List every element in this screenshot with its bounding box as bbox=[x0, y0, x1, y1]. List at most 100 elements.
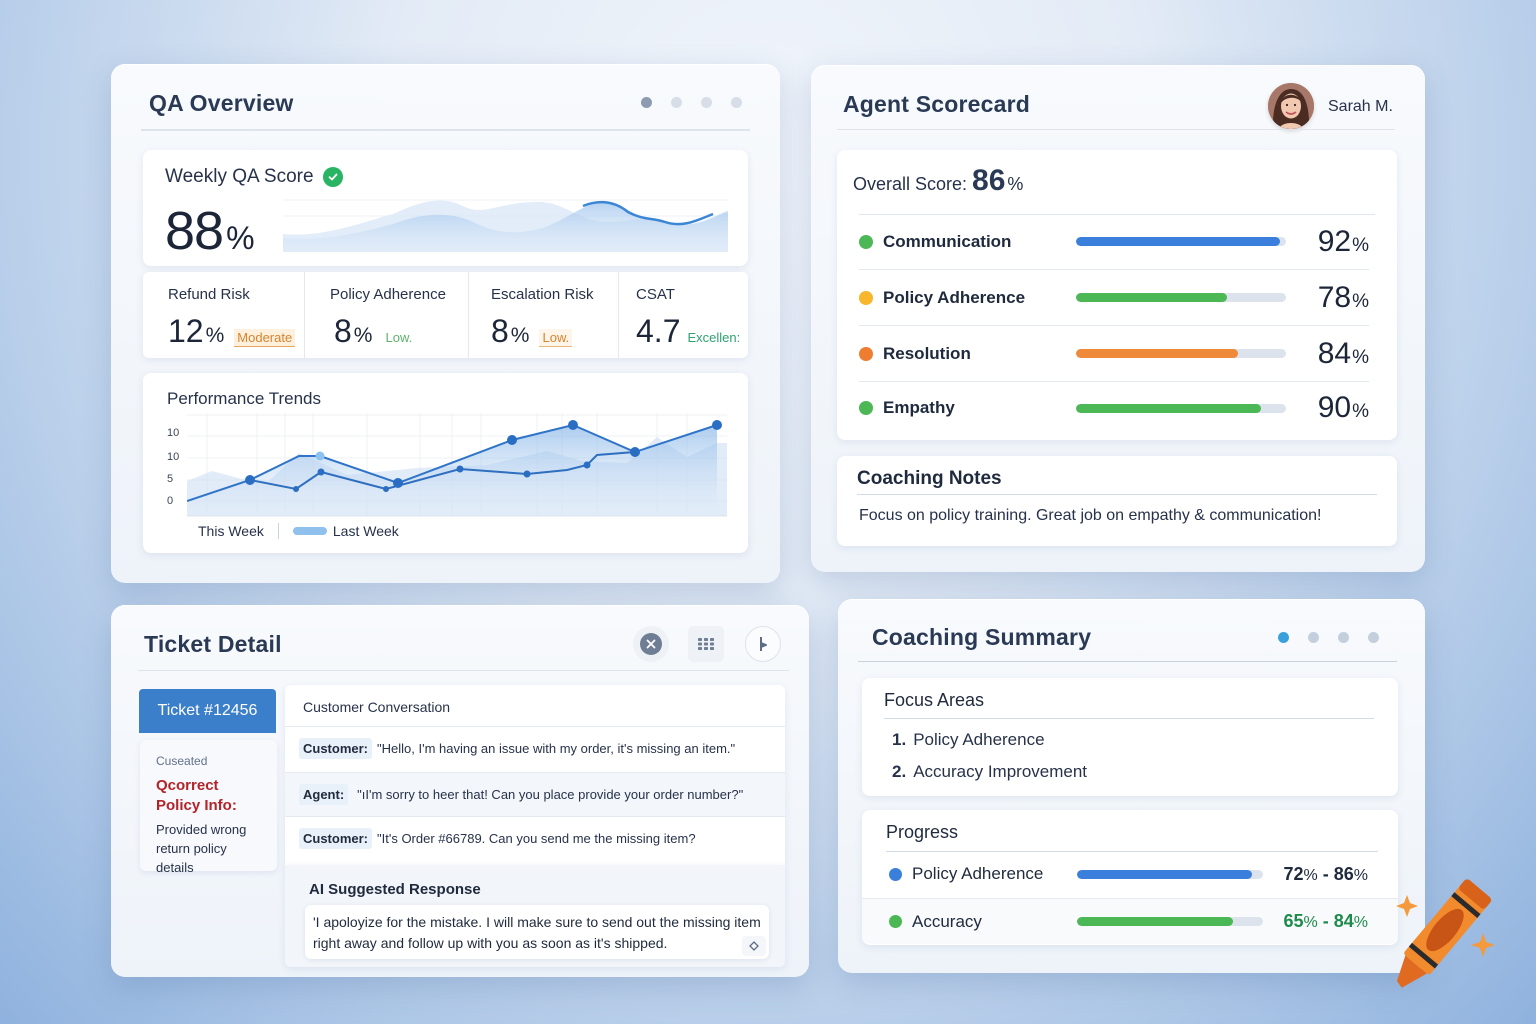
progress-bar bbox=[1076, 349, 1286, 358]
coaching-notes-text: Focus on policy training. Great job on e… bbox=[859, 507, 1322, 524]
weekly-score-sparkline bbox=[283, 199, 728, 252]
progress-row-accuracy[interactable]: Accuracy 65% - 84% bbox=[862, 898, 1398, 944]
performance-trends-card: Performance Trends 10 10 5 0 bbox=[143, 373, 748, 553]
message-text: "ıI'm sorry to heer that! Can you place … bbox=[357, 787, 744, 802]
status-dot-icon bbox=[889, 915, 902, 928]
chart-title: Performance Trends bbox=[167, 389, 322, 408]
progress-row-policy-adherence[interactable]: Policy Adherence 72% - 86% bbox=[862, 851, 1398, 897]
score-row-policy-adherence[interactable]: Policy Adherence 78% bbox=[859, 270, 1369, 326]
legend-separator bbox=[277, 523, 279, 539]
status-badge: Moderate bbox=[234, 329, 296, 347]
agent-scorecard-panel: Agent Scorecard Sarah M. Overall Score: … bbox=[811, 65, 1425, 572]
flag-icon bbox=[760, 637, 767, 651]
chart-legend: This Week Last Week bbox=[198, 523, 399, 539]
issue-title: Qcorrect Policy Info: bbox=[156, 777, 237, 814]
metric-csat[interactable]: CSAT 4.7 Excellen: bbox=[619, 272, 748, 358]
pager-dots bbox=[641, 97, 742, 108]
close-icon bbox=[640, 633, 662, 655]
score-row-communication[interactable]: Communication 92% bbox=[859, 214, 1369, 270]
panel-title: Ticket Detail bbox=[144, 631, 282, 657]
progress-card: Progress Policy Adherence 72% - 86% Accu… bbox=[862, 810, 1398, 945]
legend-swatch-icon bbox=[292, 527, 327, 535]
customer-conversation-card: Customer Conversation Customer: "Hello, … bbox=[285, 685, 785, 865]
status-badge: Excellen: bbox=[687, 330, 741, 345]
pager-dots bbox=[1278, 632, 1379, 643]
progress-bar bbox=[1077, 869, 1263, 879]
focus-areas-card: Focus Areas 1. Policy Adherence 2. Accurac… bbox=[862, 678, 1398, 796]
coaching-summary-panel: Coaching Summary Focus Areas 1. Policy Ad… bbox=[838, 599, 1425, 973]
message-text: "Hello, I'm having an issue with my orde… bbox=[377, 741, 736, 756]
avatar[interactable] bbox=[1268, 83, 1314, 129]
overall-score: Overall Score: 86% bbox=[853, 164, 1024, 197]
divider bbox=[138, 670, 789, 671]
coaching-notes-card: Coaching Notes Focus on policy training.… bbox=[837, 456, 1397, 546]
copy-icon bbox=[749, 941, 759, 951]
status-dot-icon bbox=[889, 867, 902, 881]
close-button[interactable] bbox=[633, 626, 669, 662]
legend-this-week[interactable]: This Week bbox=[198, 523, 264, 539]
flag-button[interactable] bbox=[745, 626, 781, 662]
progress-bar bbox=[1076, 237, 1286, 246]
grid-view-button[interactable] bbox=[688, 626, 724, 662]
weekly-qa-score-card: Weekly QA Score 88% bbox=[143, 150, 748, 266]
issue-card[interactable]: Cuseated Qcorrect Policy Info: Provided … bbox=[140, 740, 277, 875]
message-text: "It's Order #66789. Can you send me the … bbox=[377, 831, 696, 846]
progress-title: Progress bbox=[886, 822, 959, 842]
message-row: Customer: "It's Order #66789. Can you se… bbox=[285, 816, 785, 860]
ai-suggestion-text[interactable]: 'I apoloyize for the mistake. I will mak… bbox=[305, 905, 769, 959]
divider bbox=[858, 661, 1397, 662]
weekly-qa-score-value: 88% bbox=[165, 201, 255, 261]
divider bbox=[141, 129, 750, 131]
ai-suggested-response-card: AI Suggested Response 'I apoloyize for t… bbox=[285, 865, 785, 967]
copy-button[interactable] bbox=[742, 936, 766, 956]
progress-bar bbox=[1076, 293, 1286, 302]
qa-overview-panel: QA Overview Weekly QA Score 88% bbox=[111, 64, 780, 583]
y-axis-tick: 0 bbox=[167, 495, 174, 507]
issue-description: Provided wrong return policy details bbox=[156, 822, 247, 875]
pager-dot-2[interactable] bbox=[671, 97, 682, 108]
message-row: Customer: "Hello, I'm having an issue wi… bbox=[285, 726, 785, 770]
pager-dot-1[interactable] bbox=[641, 97, 652, 108]
panel-title: QA Overview bbox=[149, 90, 294, 116]
ticket-detail-panel: Ticket Detail Ticket #12456 Cuseated Qco… bbox=[111, 605, 809, 977]
pager-dot-4[interactable] bbox=[731, 97, 742, 108]
pager-dot-4[interactable] bbox=[1368, 632, 1379, 643]
divider bbox=[857, 494, 1377, 495]
progress-bar bbox=[1077, 917, 1263, 926]
metric-escalation-risk[interactable]: Escalation Risk 8% Low. bbox=[469, 272, 619, 358]
y-axis-tick: 5 bbox=[167, 473, 174, 485]
metrics-row: Refund Risk 12% Moderate Policy Adherence… bbox=[143, 272, 748, 358]
score-row-resolution[interactable]: Resolution 84% bbox=[859, 326, 1369, 382]
status-dot-icon bbox=[859, 234, 873, 249]
focus-area-item: 1. Policy Adherence bbox=[892, 730, 1045, 749]
status-dot-icon bbox=[859, 346, 873, 361]
legend-last-week[interactable]: Last Week bbox=[332, 523, 399, 539]
overall-score-card: Overall Score: 86% Communication 92% Pol… bbox=[837, 150, 1397, 440]
status-badge: Low. bbox=[385, 330, 413, 345]
pager-dot-3[interactable] bbox=[701, 97, 712, 108]
divider bbox=[837, 129, 1395, 130]
progress-bar bbox=[1076, 403, 1286, 413]
crayon-icon bbox=[1396, 879, 1495, 988]
pager-dot-1[interactable] bbox=[1278, 632, 1289, 643]
status-dot-icon bbox=[859, 290, 873, 305]
divider bbox=[884, 718, 1374, 719]
performance-trends-chart[interactable] bbox=[187, 413, 727, 519]
pager-dot-3[interactable] bbox=[1338, 632, 1349, 643]
pager-dot-2[interactable] bbox=[1308, 632, 1319, 643]
speaker-label: Agent: bbox=[299, 784, 349, 805]
check-circle-icon bbox=[322, 167, 343, 187]
metric-policy-adherence[interactable]: Policy Adherence 8% Low. bbox=[305, 272, 469, 358]
status-badge: Low. bbox=[539, 329, 573, 347]
y-axis-tick: 10 bbox=[167, 427, 180, 439]
status-dot-icon bbox=[859, 401, 873, 415]
issue-status: Cuseated bbox=[156, 754, 208, 768]
score-row-empathy[interactable]: Empathy 90% bbox=[859, 380, 1369, 436]
conversation-header: Customer Conversation bbox=[303, 699, 451, 715]
focus-areas-title: Focus Areas bbox=[884, 690, 985, 710]
metric-refund-risk[interactable]: Refund Risk 12% Moderate bbox=[143, 272, 305, 358]
coaching-notes-title: Coaching Notes bbox=[857, 468, 1002, 489]
panel-title: Agent Scorecard bbox=[843, 91, 1031, 117]
ticket-tab[interactable]: Ticket #12456 bbox=[139, 689, 276, 733]
focus-area-item: 2. Accuracy Improvement bbox=[892, 762, 1088, 781]
